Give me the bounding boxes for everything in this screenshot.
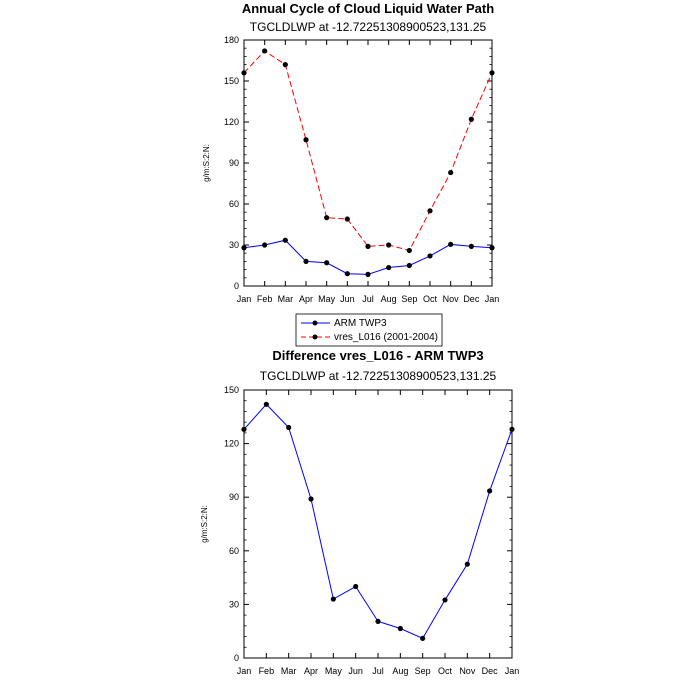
chart1-series-1-point-2: [282, 62, 288, 68]
chart1-series-1-point-0: [241, 70, 247, 76]
chart1-xtick-label-aug-7: Aug: [381, 294, 397, 304]
chart1-series-0-point-0: [241, 245, 247, 251]
chart1-ytick-label-1: 30: [229, 240, 239, 250]
chart1-series-0-point-7: [386, 264, 392, 271]
chart1-series-0-point-10: [448, 241, 454, 247]
chart2-ytick-label-3: 90: [229, 492, 239, 502]
chart2-series-0-point-4: [330, 596, 336, 602]
chart2-xtick-label-may-4: May: [325, 666, 343, 676]
chart2-plot-frame: [243, 389, 513, 659]
chart1-xtick-label-jan-0: Jan: [237, 294, 252, 304]
chart1-xtick-label-nov-10: Nov: [443, 294, 460, 304]
chart1-series-1-point-3: [303, 137, 309, 143]
legend-box: [295, 313, 443, 347]
chart1-series-1-point-6: [365, 243, 371, 249]
chart1-xtick-label-mar-2: Mar: [278, 294, 294, 304]
chart2-series-0-point-2: [286, 424, 292, 431]
chart2-xtick-label-apr-3: Apr: [304, 666, 318, 676]
chart2-series-0-point-1: [263, 401, 269, 407]
chart2-ytick-label-0: 0: [234, 653, 239, 663]
chart1-series-1-point-11: [468, 116, 474, 122]
chart1-subtitle: TGCLDLWP at -12.72251308900523,131.25: [250, 20, 487, 34]
chart2-xtick-label-sep-8: Sep: [415, 666, 431, 676]
chart1-xtick-label-jan-12: Jan: [485, 294, 500, 304]
chart2-xtick-label-oct-9: Oct: [438, 666, 453, 676]
chart2-xtick-label-jan-12: Jan: [505, 666, 520, 676]
chart2-xtick-label-aug-7: Aug: [392, 666, 408, 676]
chart1-series-1-point-9: [427, 208, 433, 214]
chart2-xtick-label-jan-0: Jan: [237, 666, 252, 676]
chart1-xtick-label-jun-5: Jun: [340, 294, 355, 304]
chart2-title: Difference vres_L016 - ARM TWP3: [272, 348, 483, 363]
chart1-series-0-point-2: [282, 237, 288, 243]
legend-label-vres: vres_L016 (2001-2004): [334, 332, 438, 343]
chart2-xtick-label-jul-6: Jul: [372, 666, 384, 676]
chart1-xtick-label-feb-1: Feb: [257, 294, 273, 304]
chart1-series-0-point-5: [344, 271, 350, 277]
chart2-series-0-point-0: [241, 426, 247, 432]
chart2-series-0-point-10: [464, 561, 470, 567]
chart2-series-0-point-12: [509, 426, 515, 432]
chart2-xtick-label-feb-1: Feb: [259, 666, 275, 676]
chart1-series-0-point-12: [489, 245, 495, 251]
chart1-ytick-label-0: 0: [234, 281, 239, 291]
chart2-series-0-point-7: [397, 625, 403, 632]
chart1-series-1-point-10: [448, 169, 454, 176]
chart1-series-0-point-3: [303, 258, 309, 264]
chart1-ytick-label-2: 60: [229, 199, 239, 209]
chart1-series-0-point-9: [427, 253, 433, 259]
chart2-ytick-label-2: 60: [229, 546, 239, 556]
legend-marker-arm: [312, 320, 318, 326]
chart2-series-0-point-11: [487, 488, 493, 494]
chart1-xtick-label-jul-6: Jul: [362, 294, 374, 304]
chart1-series-0-point-6: [365, 271, 371, 277]
chart1-y-axis-label: g/m:S:2:N:: [202, 144, 211, 182]
chart1-xtick-label-dec-11: Dec: [463, 294, 480, 304]
chart1-xtick-label-may-4: May: [318, 294, 336, 304]
chart1-series-1-point-5: [344, 216, 350, 222]
chart2-ytick-label-5: 150: [224, 385, 239, 395]
chart2-xtick-label-dec-11: Dec: [482, 666, 499, 676]
chart1-series-1-point-1: [262, 48, 268, 54]
chart1-series-line-1: [243, 50, 493, 252]
chart1-ytick-label-4: 120: [224, 117, 239, 127]
chart2-marks: 0 30 60 90 120 150 Jan Feb Mar Apr May Jun Jul Aug Sep…: [224, 385, 519, 676]
chart1-ytick-label-3: 90: [229, 158, 239, 168]
chart1-title: Annual Cycle of Cloud Liquid Water Path: [242, 1, 494, 16]
chart2-xtick-label-nov-10: Nov: [459, 666, 476, 676]
chart1-series-0-point-1: [262, 242, 268, 248]
chart1-series-1-point-7: [386, 242, 392, 248]
chart2-series-line-0: [243, 403, 513, 639]
chart2-series-0-point-6: [375, 618, 381, 624]
chart1-legend: ARM TWP3 vres_L016 (2001-2004): [295, 313, 443, 347]
chart1-series-0-point-4: [324, 260, 330, 266]
chart1-xtick-label-sep-8: Sep: [401, 294, 417, 304]
chart2-series-0-point-8: [420, 635, 426, 641]
chart2-series-0-point-9: [442, 597, 448, 603]
chart2-xtick-label-mar-2: Mar: [281, 666, 297, 676]
chart1-ytick-label-5: 150: [224, 76, 239, 86]
chart2-ytick-label-1: 30: [229, 599, 239, 609]
chart2-subtitle: TGCLDLWP at -12.72251308900523,131.25: [260, 369, 497, 383]
chart1-series-0-point-11: [468, 243, 474, 249]
chart2-series-0-point-3: [308, 496, 314, 502]
chart1-xtick-label-apr-3: Apr: [299, 294, 313, 304]
chart1-series-1-point-8: [406, 247, 412, 254]
legend-marker-vres: [312, 334, 318, 340]
legend-label-arm: ARM TWP3: [334, 318, 387, 329]
chart1-marks: 0 30 60 90 120 150 180 Jan Feb Mar Apr May Jun Jul Aug…: [224, 35, 499, 304]
chart1-series-1-point-4: [324, 215, 330, 221]
chart1-ytick-label-6: 180: [224, 35, 239, 45]
chart2-series-0-point-5: [353, 583, 359, 590]
chart2-xtick-label-jun-5: Jun: [348, 666, 363, 676]
chart1-xtick-label-oct-9: Oct: [423, 294, 438, 304]
chart2-y-axis-label: g/m:S:2:N:: [200, 505, 209, 543]
chart1-series-0-point-8: [406, 262, 412, 269]
chart2-ytick-label-4: 120: [224, 439, 239, 449]
chart1-series-1-point-12: [489, 70, 495, 76]
